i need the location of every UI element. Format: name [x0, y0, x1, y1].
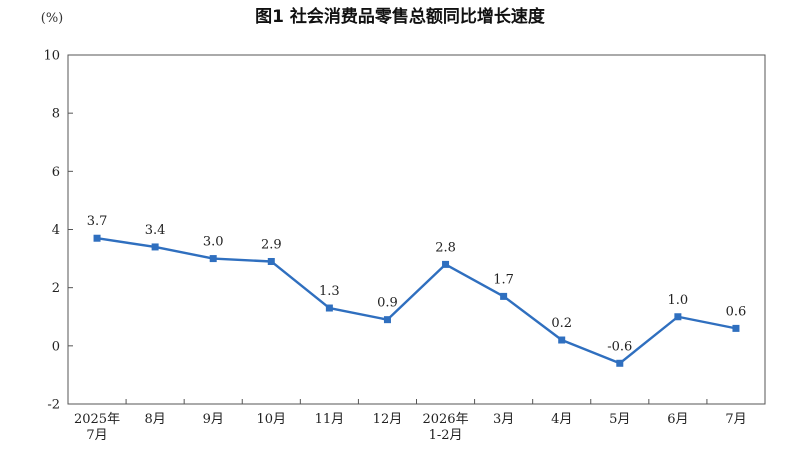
x-tick-label: 9月 — [203, 412, 224, 427]
x-tick-label: 7月 — [725, 412, 746, 427]
y-tick-label: 4 — [52, 223, 60, 238]
data-point — [151, 243, 159, 251]
data-point — [674, 313, 682, 321]
x-tick-label: 6月 — [667, 412, 688, 427]
data-label: 0.9 — [377, 296, 398, 311]
x-tick-label: 8月 — [144, 412, 165, 427]
axes — [67, 54, 766, 405]
x-tick-label: 1-2月 — [429, 428, 463, 443]
x-tick-label: 12月 — [373, 412, 403, 427]
x-tick-label: 4月 — [551, 412, 572, 427]
x-tick-label: 5月 — [609, 412, 630, 427]
y-tick-label: 6 — [52, 165, 60, 180]
data-point — [442, 260, 450, 268]
data-label: 0.6 — [726, 304, 747, 319]
data-point — [616, 359, 624, 367]
data-point — [267, 257, 275, 265]
data-label: 0.2 — [551, 316, 572, 331]
y-tick-label: 8 — [52, 107, 60, 122]
data-label: 2.8 — [435, 240, 456, 255]
data-label: 3.7 — [87, 214, 108, 229]
series-line — [96, 237, 737, 365]
chart-title: 图1 社会消费品零售总额同比增长速度 — [255, 6, 546, 27]
unit-label: (%) — [41, 11, 64, 26]
data-label: 1.7 — [493, 272, 514, 287]
y-axis-ticks: -2 0 2 4 6 8 10 — [43, 49, 73, 413]
data-point — [732, 324, 740, 332]
x-tick-label: 10月 — [257, 412, 287, 427]
data-label: 3.0 — [203, 235, 224, 250]
y-tick-label: -2 — [47, 398, 60, 413]
data-label: 2.9 — [261, 237, 282, 252]
y-tick-label: 0 — [52, 339, 60, 354]
data-point — [93, 234, 101, 242]
y-tick-label: 10 — [43, 49, 60, 64]
data-point — [209, 255, 217, 263]
y-tick-label: 2 — [52, 281, 60, 296]
x-tick-label: 7月 — [86, 428, 107, 443]
data-point — [325, 304, 333, 312]
x-tick-label: 2025年 — [74, 412, 120, 427]
x-tick-label: 3月 — [493, 412, 514, 427]
plot-frame — [67, 54, 766, 405]
data-point — [383, 316, 391, 324]
x-tick-label: 2026年 — [422, 412, 468, 427]
x-tick-label: 11月 — [315, 412, 345, 427]
data-label: 1.0 — [668, 293, 689, 308]
data-label: -0.6 — [607, 339, 632, 354]
series-layer: 3.7 3.4 3.0 2.9 1.3 0.9 2.8 1.7 0.2 -0.6 1.0 0.6 — [87, 214, 747, 367]
data-label: 1.3 — [319, 284, 340, 299]
data-point — [500, 292, 508, 300]
data-label: 3.4 — [145, 223, 166, 238]
data-point — [558, 336, 566, 344]
